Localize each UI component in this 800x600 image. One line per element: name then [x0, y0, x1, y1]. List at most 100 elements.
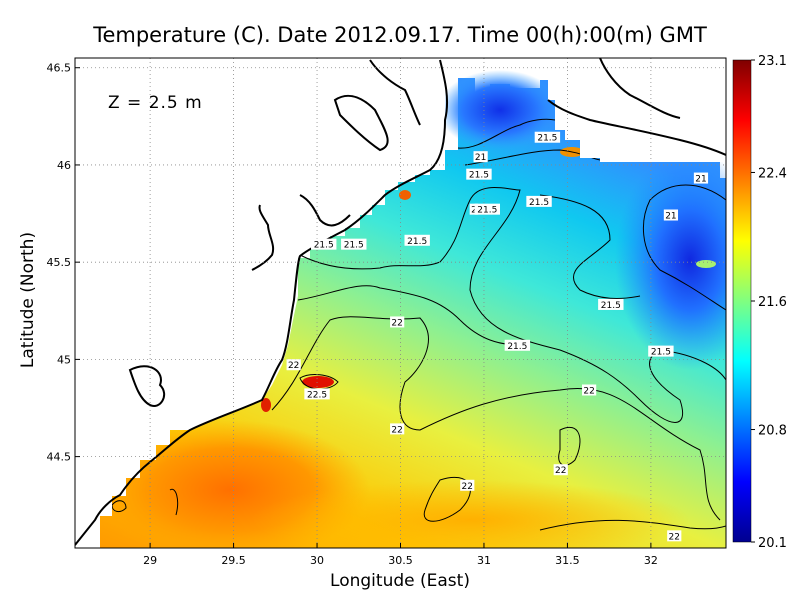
- contour-label-bg: [582, 384, 597, 396]
- contour-label-bg: [504, 339, 531, 351]
- contour-label: 22.5: [304, 388, 330, 400]
- contour-label: 21.5: [311, 238, 337, 251]
- x-tick-label: 31: [477, 554, 491, 567]
- y-tick-label: 45.5: [47, 256, 72, 269]
- contour-label: 21.5: [404, 234, 430, 247]
- contour-label: 22: [582, 384, 597, 397]
- contour-21-5-main: [299, 187, 726, 423]
- colorbar: 23.1 22.4 21.6 20.8 20.1: [732, 54, 787, 551]
- contour-label-text: 21.5: [507, 342, 527, 352]
- contour-22-main: [271, 316, 721, 521]
- contour-label-text: 22: [391, 425, 402, 435]
- contour-label-bg: [341, 238, 367, 250]
- warm-spot-small: [261, 398, 271, 412]
- warm-spot-north: [399, 190, 411, 200]
- coastline-estuary: [369, 59, 421, 126]
- contour-label: 22: [390, 316, 405, 328]
- contour-label: 22: [286, 359, 301, 371]
- contour-label-bg: [663, 209, 679, 221]
- colorbar-tick-label: 23.1: [758, 54, 787, 69]
- contour-label-text: 21.5: [314, 241, 334, 251]
- contour-22-5-southwest-loop: [111, 500, 127, 513]
- contour-22-east-lobe: [558, 426, 581, 466]
- contour-label: 21.5: [598, 298, 624, 311]
- contour-label: 2: [469, 203, 479, 216]
- contour-lines: [111, 118, 726, 531]
- colorbar-bar: [732, 59, 752, 543]
- x-tick-label: 32: [644, 554, 658, 567]
- contour-label-text: 21: [475, 153, 486, 163]
- contour-label-bg: [469, 203, 479, 215]
- contour-label-text: 21.5: [407, 237, 427, 247]
- contour-label-bg: [667, 530, 682, 542]
- y-axis-label: Latitude (North): [18, 232, 38, 368]
- contour-label-bg: [473, 151, 488, 163]
- contour-label: 21.5: [648, 345, 674, 358]
- grid-lines: [75, 58, 726, 548]
- contour-label-bg: [474, 203, 500, 215]
- contour-label-bg: [553, 464, 568, 476]
- contour-22-southeast: [539, 519, 726, 531]
- contour-label-text: 22.5: [307, 390, 327, 400]
- contour-label-bg: [311, 238, 337, 250]
- contour-label: 21.5: [466, 168, 492, 181]
- y-tick-label: 44.5: [47, 451, 72, 464]
- contour-label-text: 21.5: [469, 171, 489, 181]
- contour-label-text: 21: [665, 212, 676, 222]
- x-tick-label: 30: [310, 554, 324, 567]
- contour-22-5-coastal-loop: [299, 374, 339, 390]
- contour-label-bg: [693, 172, 709, 184]
- colorbar-tick-label: 21.6: [758, 295, 787, 310]
- colorbar-tick-label: 20.8: [758, 424, 787, 439]
- coastline-danube-delta: [128, 365, 166, 407]
- warm-spot-coast: [302, 376, 334, 388]
- contour-label-bg: [648, 345, 674, 357]
- contour-label: 21: [473, 151, 488, 163]
- contour-label: 22: [390, 423, 405, 435]
- coastline-bay: [299, 194, 351, 227]
- warm-spot-east: [696, 260, 716, 268]
- contour-label-text: 22: [669, 532, 680, 542]
- contour-label-text: 22: [462, 482, 473, 492]
- contour-22-5-small-loop: [169, 488, 179, 516]
- colorbar-tick-label: 20.1: [758, 536, 787, 551]
- contour-label-bg: [466, 168, 492, 180]
- contour-label: 21: [663, 209, 679, 222]
- y-tick-label: 45: [57, 353, 71, 366]
- land-northeast: [540, 58, 726, 162]
- contour-label-text: 22: [583, 387, 594, 397]
- contour-label-text: 21.5: [651, 348, 671, 358]
- cold-region-north: [438, 70, 562, 150]
- contour-label-text: 21: [695, 175, 706, 185]
- x-tick-label: 30.5: [388, 554, 413, 567]
- contour-21-5-coastal: [297, 285, 461, 321]
- contour-21-north: [457, 118, 556, 149]
- contour-21-east: [642, 184, 726, 311]
- x-axis-ticks: 29 29.5 30 30.5 31 31.5 32: [143, 543, 658, 567]
- coastline-inner-shore: [251, 204, 275, 271]
- contour-label-text: 21.5: [477, 206, 497, 216]
- coastline-east-shore: [547, 99, 726, 156]
- contour-label: 21.5: [526, 195, 552, 208]
- contour-label: 22: [553, 464, 568, 476]
- contour-label-bg: [390, 316, 405, 328]
- warm-region-south: [250, 480, 690, 548]
- x-axis-label: Longitude (East): [330, 571, 470, 591]
- contour-label-text: 22: [391, 318, 402, 328]
- contour-label-bg: [598, 298, 624, 310]
- coastline-lake: [333, 94, 389, 152]
- contour-label: 21.5: [534, 131, 561, 144]
- y-tick-label: 46.5: [47, 62, 72, 75]
- contour-label-bg: [526, 195, 552, 207]
- contour-label-text: 22: [288, 361, 299, 371]
- contour-label-text: 21.5: [344, 241, 364, 251]
- contour-label-bg: [404, 234, 430, 246]
- contour-label-bg: [390, 423, 405, 435]
- contour-label: 21.5: [504, 339, 531, 352]
- contour-label-bg: [534, 131, 561, 143]
- contour-label: 21.5: [474, 203, 500, 216]
- land-mass: [75, 58, 445, 548]
